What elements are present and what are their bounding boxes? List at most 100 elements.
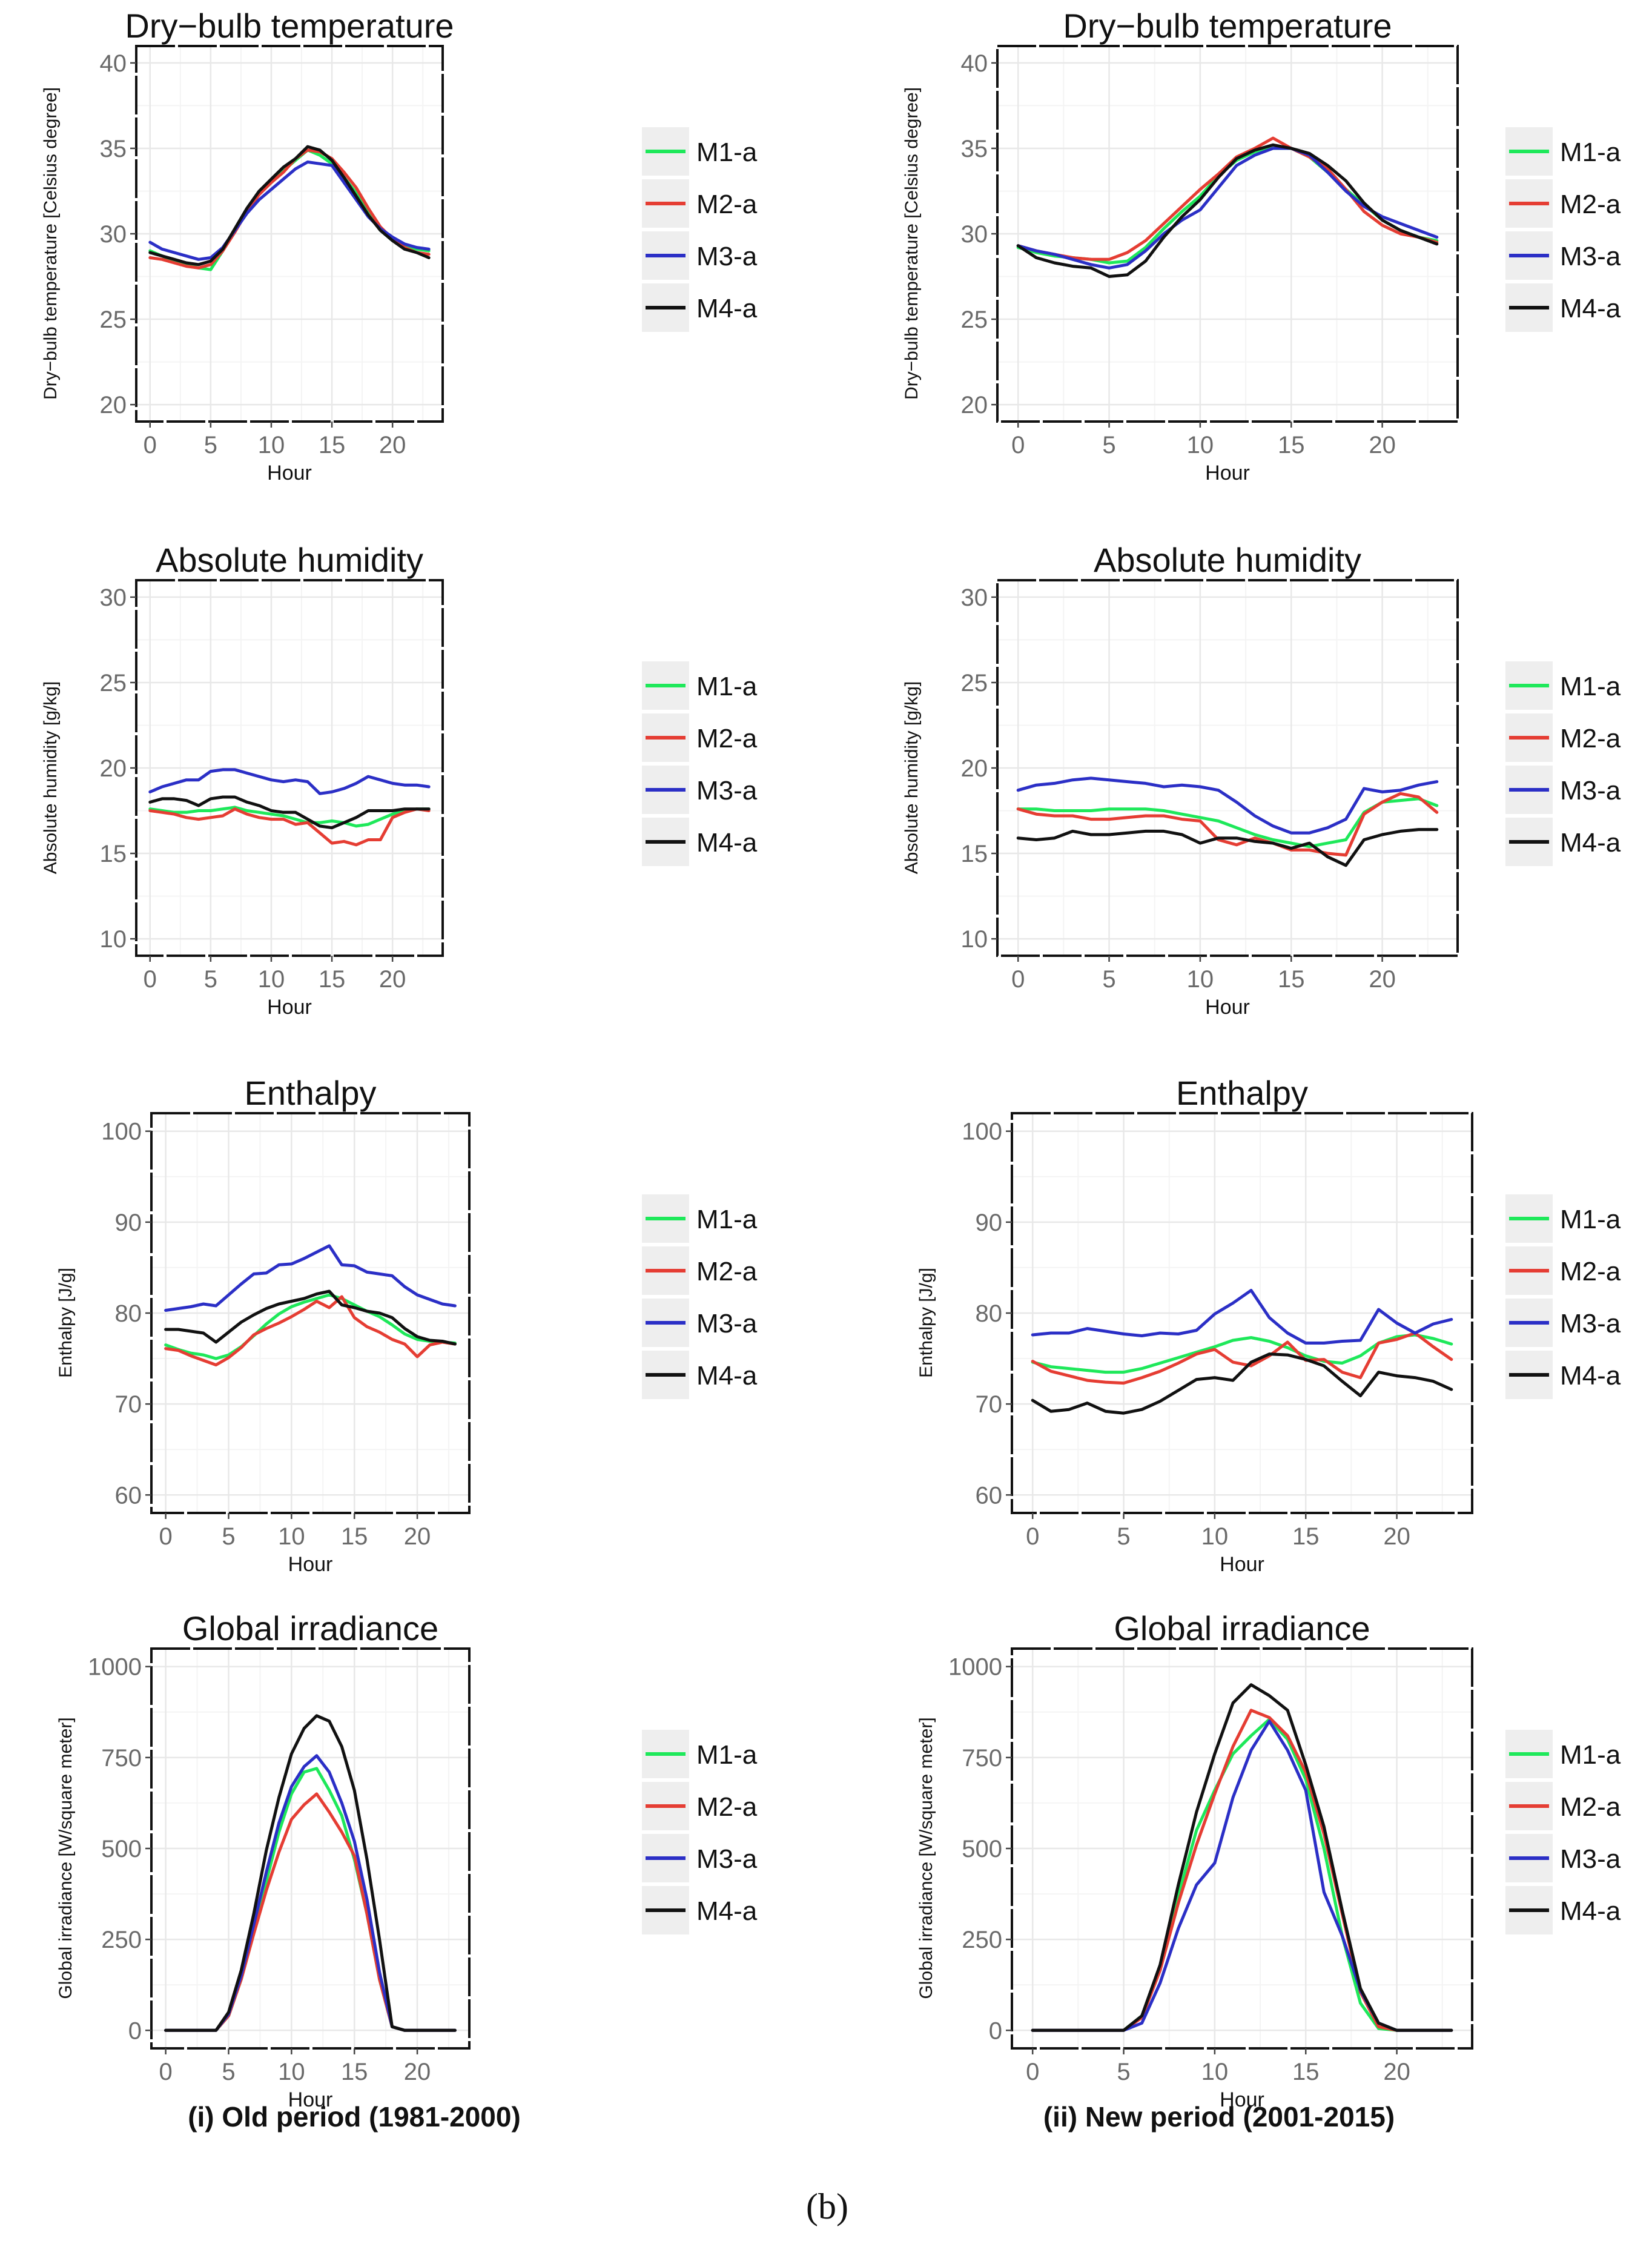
y-tick-label: 100 (962, 1119, 1002, 1145)
legend-label: M1-a (696, 1205, 758, 1234)
x-tick-label: 15 (1278, 432, 1305, 458)
y-tick-label: 30 (961, 584, 988, 611)
series-line-m3-a (1016, 776, 1439, 835)
y-tick-label: 25 (100, 670, 127, 697)
x-tick-label: 10 (1201, 1523, 1229, 1550)
y-axis-label: Absolute humidity [g/kg] (902, 681, 922, 875)
legend-label: M2-a (1560, 724, 1621, 753)
series-line-m4-a (164, 1289, 457, 1346)
x-tick-label: 20 (1383, 2059, 1410, 2085)
chart-panel: 0 5 10 15 20 60 70 80 90 100 Enthalpy Hour Enthalpy … (56, 1074, 758, 1576)
y-tick-label: 15 (961, 841, 988, 867)
chart-title: Global irradiance (182, 1609, 438, 1647)
legend-label: M3-a (1560, 776, 1621, 806)
y-axis-label: Absolute humidity [g/kg] (41, 681, 61, 875)
y-axis-label: Global irradiance [W/square meter] (916, 1717, 936, 1999)
series-line-m2-a (164, 1295, 457, 1367)
x-tick-label: 5 (222, 1523, 235, 1550)
y-tick-label: 1000 (948, 1654, 1002, 1681)
y-tick-label: 15 (100, 841, 127, 867)
legend-label: M3-a (1560, 242, 1621, 271)
y-axis-label: Enthalpy [J/g] (916, 1268, 936, 1378)
legend-label: M2-a (696, 1257, 758, 1286)
x-tick-label: 0 (159, 2059, 173, 2085)
x-tick-label: 0 (159, 1523, 173, 1550)
x-axis-label: Hour (1220, 1553, 1264, 1576)
series-line-m2-a (1016, 136, 1439, 261)
y-tick-label: 500 (101, 1836, 142, 1862)
y-tick-label: 70 (115, 1391, 142, 1418)
series-line-m4-a (1031, 1683, 1453, 2032)
x-tick-label: 0 (144, 432, 157, 458)
x-axis-label: Hour (267, 996, 312, 1019)
y-tick-label: 80 (976, 1300, 1003, 1327)
y-axis-label: Dry−bulb temperature [Celsius degree] (41, 87, 61, 400)
y-tick-label: 250 (962, 1927, 1002, 1953)
chart-title: Absolute humidity (156, 541, 423, 579)
y-tick-label: 20 (961, 755, 988, 782)
y-tick-label: 0 (128, 2017, 142, 2044)
x-tick-label: 20 (379, 966, 406, 993)
y-tick-label: 40 (961, 50, 988, 77)
chart-title: Global irradiance (1114, 1609, 1370, 1647)
chart-title: Dry−bulb temperature (1063, 7, 1392, 45)
legend-label: M4-a (696, 1896, 758, 1926)
legend-label: M4-a (696, 1361, 758, 1391)
legend-label: M2-a (696, 724, 758, 753)
y-tick-label: 35 (100, 136, 127, 162)
y-tick-label: 100 (101, 1119, 142, 1145)
x-tick-label: 10 (278, 2059, 305, 2085)
x-tick-label: 10 (1201, 2059, 1229, 2085)
series-line-m4-a (148, 795, 431, 830)
y-axis-label: Global irradiance [W/square meter] (56, 1717, 76, 1999)
x-tick-label: 15 (319, 432, 346, 458)
chart-title: Enthalpy (245, 1074, 377, 1112)
series-line-m4-a (148, 145, 431, 266)
series-line-m1-a (164, 1293, 457, 1360)
series-line-m3-a (148, 768, 431, 795)
legend-label: M1-a (696, 672, 758, 701)
legend-label: M3-a (1560, 1309, 1621, 1339)
x-tick-label: 20 (404, 1523, 431, 1550)
chart-panel: 0 5 10 15 20 0 250 500 750 1000 Global irradiance H… (916, 1609, 1621, 2111)
chart-title: Enthalpy (1176, 1074, 1308, 1112)
series-line-m4-a (1016, 143, 1439, 278)
x-tick-label: 20 (1369, 966, 1396, 993)
series-line-m3-a (1031, 1289, 1453, 1345)
legend-label: M4-a (1560, 1361, 1621, 1391)
y-tick-label: 10 (100, 926, 127, 953)
x-tick-label: 5 (1117, 1523, 1130, 1550)
y-tick-label: 60 (115, 1482, 142, 1509)
legend-label: M2-a (1560, 1792, 1621, 1822)
x-tick-label: 10 (258, 966, 285, 993)
y-tick-label: 20 (100, 392, 127, 419)
y-tick-label: 25 (961, 306, 988, 333)
series-line-m4-a (1031, 1352, 1453, 1415)
legend-label: M1-a (696, 1740, 758, 1770)
series-line-m3-a (164, 1244, 457, 1312)
chart-title: Absolute humidity (1094, 541, 1361, 579)
chart-panel: 0 5 10 15 20 10 15 20 25 30 Absolute humidity Hour A… (41, 541, 758, 1019)
legend-label: M4-a (696, 294, 758, 323)
x-axis-label: Hour (1220, 2088, 1264, 2111)
x-tick-label: 0 (1026, 2059, 1039, 2085)
legend-label: M3-a (696, 242, 758, 271)
legend-label: M2-a (1560, 190, 1621, 219)
x-tick-label: 10 (278, 1523, 305, 1550)
x-tick-label: 10 (1187, 966, 1214, 993)
y-tick-label: 20 (961, 392, 988, 419)
chart-panel: 0 5 10 15 20 60 70 80 90 100 Enthalpy Hour Enthalpy … (916, 1074, 1621, 1576)
chart-panel: 0 5 10 15 20 20 25 30 35 40 Dry−bulb temperature Ho… (41, 7, 758, 485)
series-line-m3-a (148, 160, 431, 261)
legend-label: M2-a (696, 190, 758, 219)
y-tick-label: 30 (100, 584, 127, 611)
x-tick-label: 5 (222, 2059, 235, 2085)
x-tick-label: 15 (341, 1523, 368, 1550)
chart-panel: 0 5 10 15 20 20 25 30 35 40 Dry−bulb temperature Ho… (902, 7, 1621, 485)
x-tick-label: 15 (319, 966, 346, 993)
y-tick-label: 750 (962, 1745, 1002, 1772)
chart-panel: 0 5 10 15 20 10 15 20 25 30 Absolute humidity Hour A… (902, 541, 1621, 1019)
y-tick-label: 750 (101, 1745, 142, 1772)
y-axis-label: Enthalpy [J/g] (56, 1268, 76, 1378)
y-tick-label: 30 (100, 221, 127, 248)
